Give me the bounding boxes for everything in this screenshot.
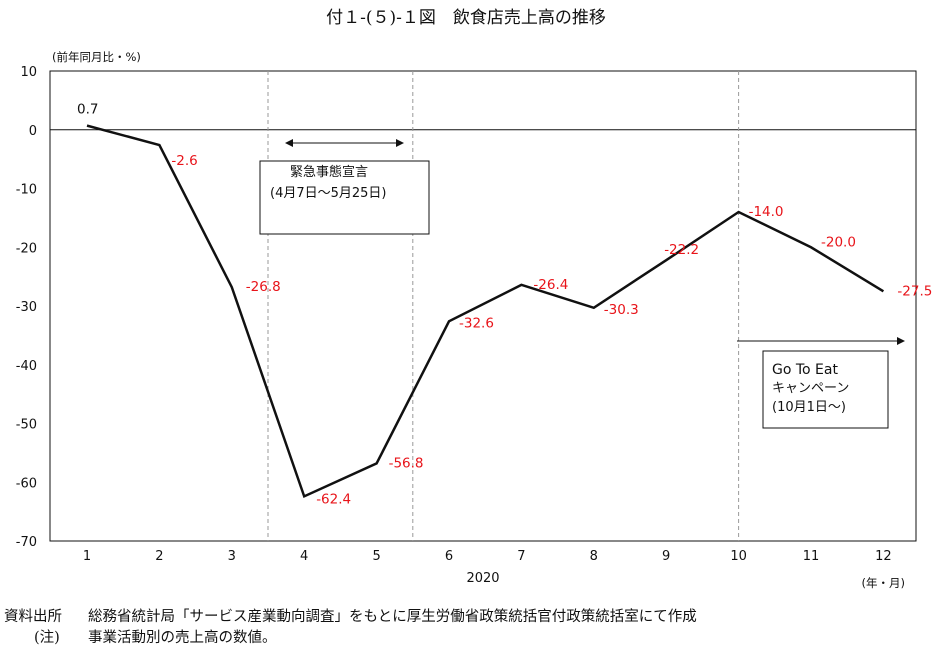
y-tick-label: -30: [16, 300, 37, 315]
y-tick-label: 0: [29, 124, 37, 139]
x-tick-label: 11: [803, 549, 820, 564]
data-label: -26.4: [533, 277, 568, 293]
source-text: 総務省統計局「サービス産業動向調査」をもとに厚生労働省政策統括官付政策統括室にて…: [88, 608, 697, 625]
note-text: 事業活動別の売上高の数値。: [88, 629, 277, 646]
y-axis-ticks: 10 0 -10 -20 -30 -40 -50 -60 -70: [16, 65, 37, 550]
period-separators: [268, 71, 739, 541]
x-tick-label: 7: [517, 549, 525, 564]
y-tick-label: -60: [16, 476, 37, 491]
x-tick-label: 4: [300, 549, 308, 564]
data-label: -30.3: [604, 302, 639, 318]
x-tick-label: 5: [372, 549, 380, 564]
y-tick-label: -50: [16, 418, 37, 433]
chart-title: 付１-(５)-１図 飲食店売上高の推移: [326, 8, 606, 28]
x-tick-label: 6: [445, 549, 453, 564]
x-axis-ticks: 1 2 3 4 5 6 7 8 9 10 11 12: [83, 549, 892, 564]
data-label: 0.7: [77, 102, 98, 118]
data-label: -27.5: [897, 283, 932, 299]
emergency-box-line2: (4月7日～5月25日): [270, 186, 387, 201]
y-tick-label: -70: [16, 535, 37, 550]
y-tick-label: -10: [16, 183, 37, 198]
data-label: -22.2: [664, 242, 699, 258]
data-label: -14.0: [749, 204, 784, 220]
data-label: -20.0: [821, 234, 856, 250]
y-tick-label: 10: [20, 65, 37, 80]
gotoeat-box-line1: Go To Eat: [772, 362, 838, 378]
x-tick-label: 1: [83, 549, 91, 564]
x-tick-label: 8: [590, 549, 598, 564]
x-tick-label: 9: [662, 549, 670, 564]
x-tick-label: 10: [730, 549, 747, 564]
gotoeat-box-line3: (10月1日～): [772, 400, 846, 415]
data-labels: 0.7 -2.6 -26.8 -62.4 -56.8 -32.6 -26.4 -30.3 -22…: [77, 102, 932, 508]
source-label: 資料出所: [4, 608, 62, 625]
data-label: -62.4: [316, 491, 351, 507]
emergency-arrow-left-head: [285, 139, 293, 147]
data-label: -26.8: [246, 279, 281, 295]
year-label: 2020: [466, 571, 499, 586]
x-axis-unit: (年・月): [862, 576, 905, 590]
y-axis-unit: (前年同月比・%): [52, 50, 141, 64]
x-tick-label: 3: [228, 549, 236, 564]
data-label: -56.8: [389, 455, 424, 471]
plot-frame: [50, 71, 916, 541]
gotoeat-arrow-head: [897, 337, 905, 345]
emergency-box-line1: 緊急事態宣言: [290, 164, 368, 180]
sales-series-line: [87, 126, 883, 497]
data-label: -32.6: [459, 315, 494, 331]
x-tick-label: 2: [155, 549, 163, 564]
x-tick-label: 12: [875, 549, 892, 564]
note-label: (注): [34, 629, 60, 646]
data-label: -2.6: [171, 153, 197, 169]
emergency-arrow-right-head: [396, 139, 404, 147]
y-tick-label: -40: [16, 359, 37, 374]
y-tick-label: -20: [16, 241, 37, 256]
gotoeat-box-line2: キャンペーン: [772, 381, 849, 396]
